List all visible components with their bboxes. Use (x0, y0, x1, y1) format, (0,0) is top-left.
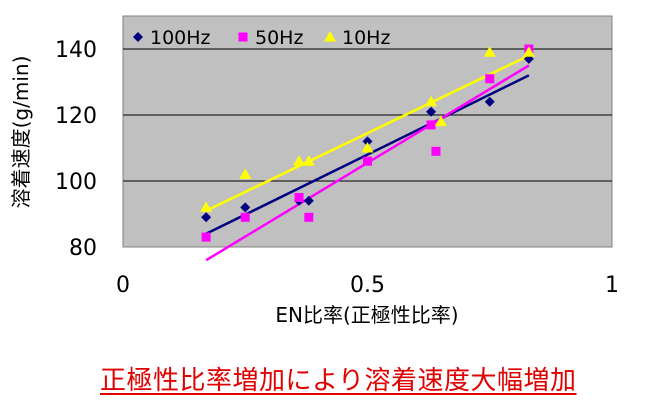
trendline-10Hz (205, 54, 530, 212)
data-point-100Hz (484, 96, 495, 107)
y-axis-title: 溶着速度(g/min) (9, 56, 33, 209)
data-point-10Hz (200, 201, 213, 212)
data-point-50Hz (201, 232, 211, 242)
data-point-10Hz (293, 155, 306, 166)
data-point-100Hz (303, 195, 314, 206)
legend-label: 100Hz (150, 27, 211, 49)
y-tick-label: 120 (55, 104, 97, 129)
data-point-50Hz (485, 74, 495, 84)
data-point-100Hz (201, 212, 212, 223)
data-point-10Hz (239, 168, 252, 179)
data-point-50Hz (363, 156, 372, 166)
data-point-10Hz (483, 46, 496, 57)
x-axis-title: EN比率(正極性比率) (275, 303, 458, 327)
data-point-50Hz (431, 146, 441, 156)
legend-marker-100Hz (133, 32, 143, 42)
x-tick-label: 1 (605, 273, 619, 298)
y-tick-labels: 80 100 120 140 (55, 38, 97, 261)
plot-area (122, 15, 613, 248)
y-tick-label: 100 (55, 170, 97, 195)
y-tick-label: 80 (69, 236, 97, 261)
legend-label: 50Hz (255, 27, 303, 49)
legend-label: 10Hz (342, 27, 390, 49)
data-point-10Hz (361, 142, 374, 153)
data-point-50Hz (426, 120, 436, 130)
data-point-50Hz (240, 212, 250, 222)
legend: 100Hz 50Hz 10Hz (133, 27, 390, 49)
data-point-100Hz (426, 106, 437, 117)
data-point-10Hz (425, 95, 438, 107)
data-point-50Hz (304, 212, 314, 222)
x-tick-labels: 0 0.5 1 (116, 273, 619, 298)
data-point-10Hz (302, 155, 315, 166)
data-point-100Hz (362, 136, 373, 147)
y-tick-label: 140 (55, 38, 97, 63)
data-point-10Hz (434, 115, 447, 127)
trendline-100Hz (205, 74, 530, 235)
data-point-10Hz (522, 46, 535, 57)
caption: 正極性比率増加により溶着速度大幅増加 (100, 366, 577, 396)
legend-marker-50Hz (238, 32, 248, 42)
x-tick-label: 0.5 (350, 273, 385, 298)
data-point-100Hz (240, 202, 251, 213)
legend-marker-10Hz (324, 31, 336, 42)
data-markers (200, 44, 535, 242)
x-tick-label: 0 (116, 273, 130, 298)
data-point-50Hz (294, 193, 304, 202)
